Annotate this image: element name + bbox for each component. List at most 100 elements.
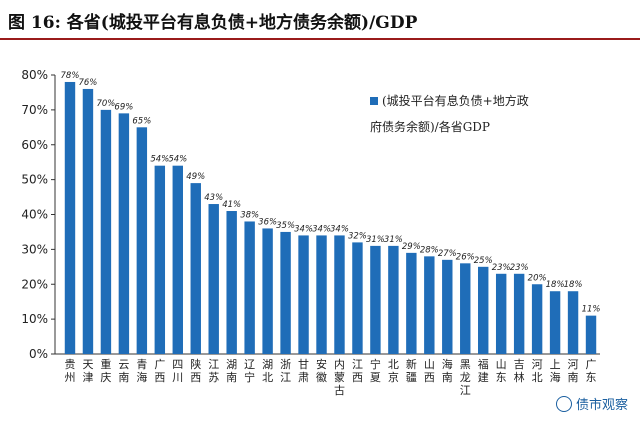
category-label: 广西 — [154, 358, 165, 384]
value-labels-group: 78%76%70% 69%65%54% 54%49%43%41%38%36% 35% 3… — [61, 71, 601, 315]
bar-value-label: 35% — [276, 221, 295, 231]
bar — [567, 291, 579, 354]
bar — [495, 273, 507, 354]
category-label: 北京 — [388, 358, 399, 384]
category-labels-group: 贵州天津重庆云南青海广西四川陕西江苏湖南辽宁湖北浙江甘肃安徽内蒙古江西宁夏北京新… — [64, 357, 596, 397]
bar-value-label: 76% — [78, 78, 97, 88]
bar-value-label: 26% — [456, 252, 475, 262]
bar — [298, 235, 309, 354]
legend-label-line1: (城投平台有息负债+地方政 — [382, 93, 529, 108]
category-label: 黑龙江 — [460, 358, 471, 397]
legend-swatch — [370, 97, 378, 105]
bar — [244, 221, 255, 354]
bar-value-label: 54% — [168, 155, 187, 165]
y-tick-label: 70% — [21, 103, 48, 117]
page-title: 图 16: 各省(城投平台有息负债+地方债务余额)/GDP — [8, 13, 418, 33]
category-label: 吉林 — [514, 358, 525, 384]
y-tick-label: 0% — [29, 347, 48, 361]
y-tick-label: 50% — [21, 173, 48, 187]
bar-value-label: 34% — [294, 224, 313, 234]
bar — [136, 127, 148, 354]
watermark: 债市观察 — [551, 393, 632, 414]
bar — [388, 245, 399, 354]
bar — [460, 263, 471, 354]
bar-value-label: 31% — [366, 235, 385, 245]
bar — [334, 235, 345, 354]
bar — [406, 252, 417, 354]
bar-value-label: 23% — [492, 263, 511, 273]
bar — [262, 228, 273, 354]
category-label: 辽宁 — [244, 358, 255, 384]
bar-value-label: 11% — [582, 305, 601, 315]
category-label: 宁夏 — [370, 357, 381, 384]
legend: (城投平台有息负债+地方政 府债务余额)/各省GDP — [370, 93, 529, 134]
bar-value-label: 70% — [96, 99, 115, 109]
category-label: 重庆 — [100, 357, 111, 384]
category-label: 甘肃 — [298, 358, 309, 384]
category-label: 海南 — [442, 357, 453, 384]
bar — [190, 183, 201, 354]
bars-group — [64, 81, 597, 354]
category-label: 湖南 — [226, 358, 237, 384]
bar-value-label: 28% — [420, 245, 439, 255]
bar-value-label: 65% — [132, 116, 151, 126]
y-tick-label: 10% — [21, 312, 48, 326]
bar-value-label: 34% — [330, 224, 349, 234]
category-label: 内蒙古 — [334, 357, 345, 397]
bar-value-label: 18% — [564, 280, 583, 290]
y-tick-label: 60% — [21, 138, 48, 152]
category-label: 青海 — [136, 358, 147, 384]
category-label: 河北 — [532, 358, 543, 384]
bar-value-label: 18% — [546, 280, 565, 290]
category-label: 陕西 — [190, 357, 201, 384]
bar-value-label: 69% — [114, 102, 133, 112]
y-tick-label: 20% — [21, 277, 48, 291]
bar — [316, 235, 327, 354]
title-bar: 图 16: 各省(城投平台有息负债+地方债务余额)/GDP — [0, 0, 640, 36]
bar-value-label: 25% — [474, 256, 493, 266]
bar — [64, 81, 76, 354]
bar — [513, 273, 525, 354]
category-label: 新疆 — [406, 357, 417, 384]
bar — [531, 284, 543, 354]
category-label: 山东 — [496, 358, 507, 384]
bar — [100, 109, 112, 354]
bar-value-label: 38% — [240, 210, 259, 220]
bar — [352, 242, 363, 354]
bar-value-label: 31% — [384, 235, 403, 245]
bar — [82, 88, 94, 354]
bar — [424, 256, 435, 354]
bar-value-label: 29% — [402, 242, 421, 252]
bar-value-label: 49% — [186, 172, 205, 182]
title-divider — [0, 38, 640, 40]
bar-value-label: 41% — [222, 200, 241, 210]
legend-label-line2: 府债务余额)/各省GDP — [370, 119, 490, 134]
watermark-text: 债市观察 — [575, 398, 628, 413]
category-label: 浙江 — [280, 358, 291, 384]
category-label: 湖北 — [262, 358, 273, 384]
bar — [154, 165, 166, 354]
bar-value-label: 27% — [438, 249, 457, 259]
category-label: 四川 — [172, 358, 183, 384]
bar-value-label: 36% — [258, 217, 277, 227]
bar — [478, 266, 489, 354]
bar-value-label: 23% — [510, 263, 529, 273]
bar — [442, 259, 453, 354]
bar — [370, 245, 381, 354]
category-label: 贵州 — [64, 358, 75, 384]
category-label: 江西 — [352, 358, 363, 384]
category-label: 上海 — [550, 358, 561, 384]
y-tick-label: 30% — [21, 242, 48, 256]
category-label: 山西 — [424, 358, 435, 384]
category-label: 河南 — [568, 358, 579, 384]
y-tick-label: 40% — [21, 208, 48, 222]
bar — [208, 204, 219, 354]
wechat-icon — [555, 395, 572, 412]
category-label: 广东 — [586, 358, 597, 384]
category-label: 江苏 — [208, 358, 219, 384]
bar-value-label: 43% — [204, 193, 223, 203]
bar-value-label: 32% — [348, 231, 367, 241]
bar — [226, 211, 237, 354]
y-tick-label: 80% — [21, 68, 48, 82]
